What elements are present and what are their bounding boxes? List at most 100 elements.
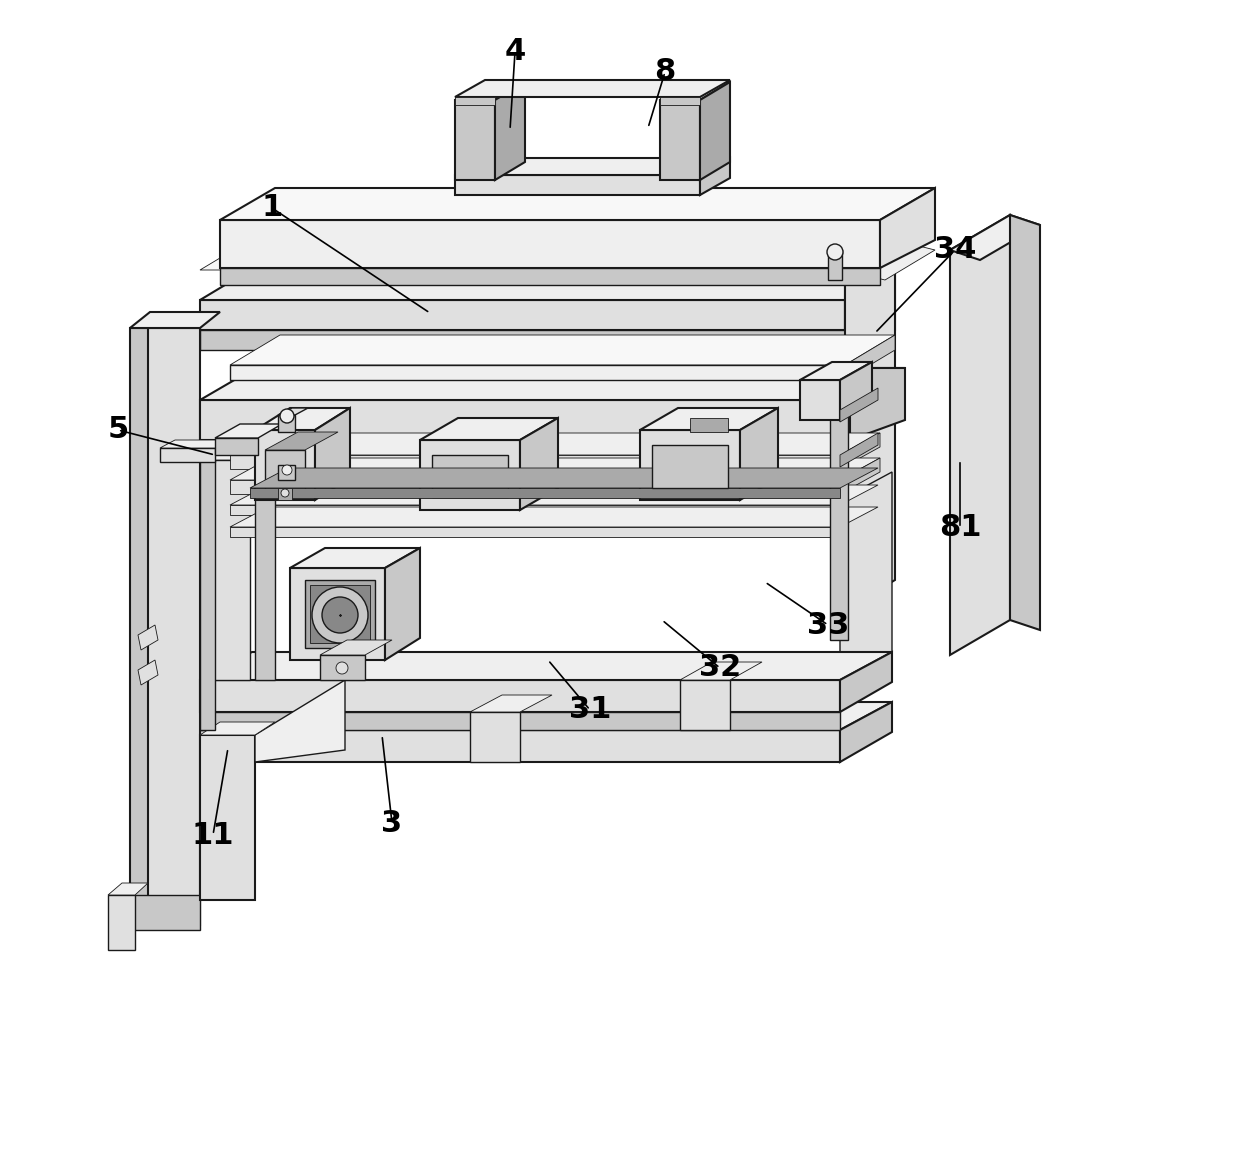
Polygon shape [219, 268, 880, 286]
Polygon shape [950, 215, 1040, 260]
Text: 32: 32 [699, 653, 742, 682]
Polygon shape [640, 430, 740, 501]
Polygon shape [844, 240, 935, 280]
Polygon shape [229, 434, 880, 455]
Polygon shape [950, 215, 1011, 655]
Polygon shape [215, 440, 844, 460]
Polygon shape [384, 548, 420, 660]
Polygon shape [200, 368, 905, 400]
Text: 5: 5 [108, 415, 129, 445]
Polygon shape [849, 368, 905, 440]
Polygon shape [660, 82, 730, 101]
Text: 31: 31 [569, 696, 611, 725]
Polygon shape [229, 480, 839, 494]
Polygon shape [160, 449, 215, 462]
Polygon shape [200, 652, 892, 680]
Polygon shape [160, 440, 229, 449]
Polygon shape [290, 568, 384, 660]
Polygon shape [844, 240, 895, 610]
Circle shape [281, 489, 289, 497]
Polygon shape [200, 729, 839, 762]
Polygon shape [880, 188, 935, 268]
Polygon shape [215, 424, 281, 438]
Polygon shape [290, 548, 420, 568]
Polygon shape [255, 430, 275, 680]
Polygon shape [470, 695, 552, 712]
Polygon shape [455, 158, 730, 175]
Polygon shape [265, 432, 339, 450]
Polygon shape [265, 450, 305, 490]
Polygon shape [839, 362, 872, 420]
Polygon shape [108, 895, 135, 950]
Polygon shape [844, 271, 895, 329]
Polygon shape [200, 735, 255, 901]
Polygon shape [839, 652, 892, 712]
Polygon shape [680, 662, 763, 680]
Polygon shape [200, 301, 844, 329]
Polygon shape [800, 362, 872, 380]
Polygon shape [305, 580, 374, 649]
Polygon shape [200, 712, 839, 729]
Polygon shape [520, 418, 558, 510]
Polygon shape [680, 680, 730, 729]
Polygon shape [320, 655, 365, 680]
Polygon shape [250, 488, 839, 498]
Polygon shape [839, 388, 878, 422]
Polygon shape [420, 440, 520, 510]
Polygon shape [828, 250, 842, 280]
Polygon shape [1011, 215, 1040, 630]
Polygon shape [215, 438, 258, 455]
Circle shape [281, 465, 291, 475]
Polygon shape [145, 328, 200, 925]
Polygon shape [108, 883, 148, 895]
Polygon shape [200, 460, 250, 680]
Circle shape [827, 244, 843, 260]
Polygon shape [420, 418, 558, 440]
Polygon shape [200, 440, 849, 460]
Polygon shape [200, 444, 278, 460]
Polygon shape [470, 712, 520, 762]
Circle shape [336, 662, 348, 674]
Polygon shape [660, 97, 701, 105]
Text: 34: 34 [934, 236, 976, 265]
Text: 81: 81 [939, 513, 981, 542]
Polygon shape [255, 416, 300, 430]
Polygon shape [200, 722, 275, 735]
Polygon shape [130, 328, 148, 925]
Polygon shape [219, 188, 935, 220]
Polygon shape [200, 329, 844, 350]
Polygon shape [660, 101, 701, 180]
Polygon shape [138, 660, 157, 686]
Polygon shape [229, 527, 839, 538]
Polygon shape [455, 82, 525, 101]
Polygon shape [130, 312, 219, 328]
Polygon shape [740, 408, 777, 501]
Polygon shape [310, 585, 370, 643]
Polygon shape [432, 455, 508, 497]
Polygon shape [278, 408, 308, 415]
Circle shape [322, 596, 358, 633]
Polygon shape [455, 80, 730, 97]
Polygon shape [839, 434, 880, 469]
Polygon shape [278, 415, 295, 432]
Polygon shape [229, 507, 878, 527]
Polygon shape [200, 271, 895, 301]
Polygon shape [652, 445, 728, 488]
Polygon shape [278, 465, 295, 480]
Text: 4: 4 [505, 37, 526, 67]
Polygon shape [701, 82, 730, 180]
Circle shape [312, 587, 368, 643]
Polygon shape [800, 380, 839, 420]
Polygon shape [130, 895, 200, 929]
Polygon shape [229, 365, 844, 380]
Text: 1: 1 [262, 193, 283, 222]
Polygon shape [229, 458, 880, 480]
Polygon shape [200, 460, 215, 729]
Polygon shape [278, 488, 291, 501]
Polygon shape [255, 680, 345, 762]
Polygon shape [495, 82, 525, 180]
Polygon shape [255, 430, 315, 501]
Polygon shape [701, 158, 730, 195]
Polygon shape [839, 702, 892, 762]
Polygon shape [640, 408, 777, 430]
